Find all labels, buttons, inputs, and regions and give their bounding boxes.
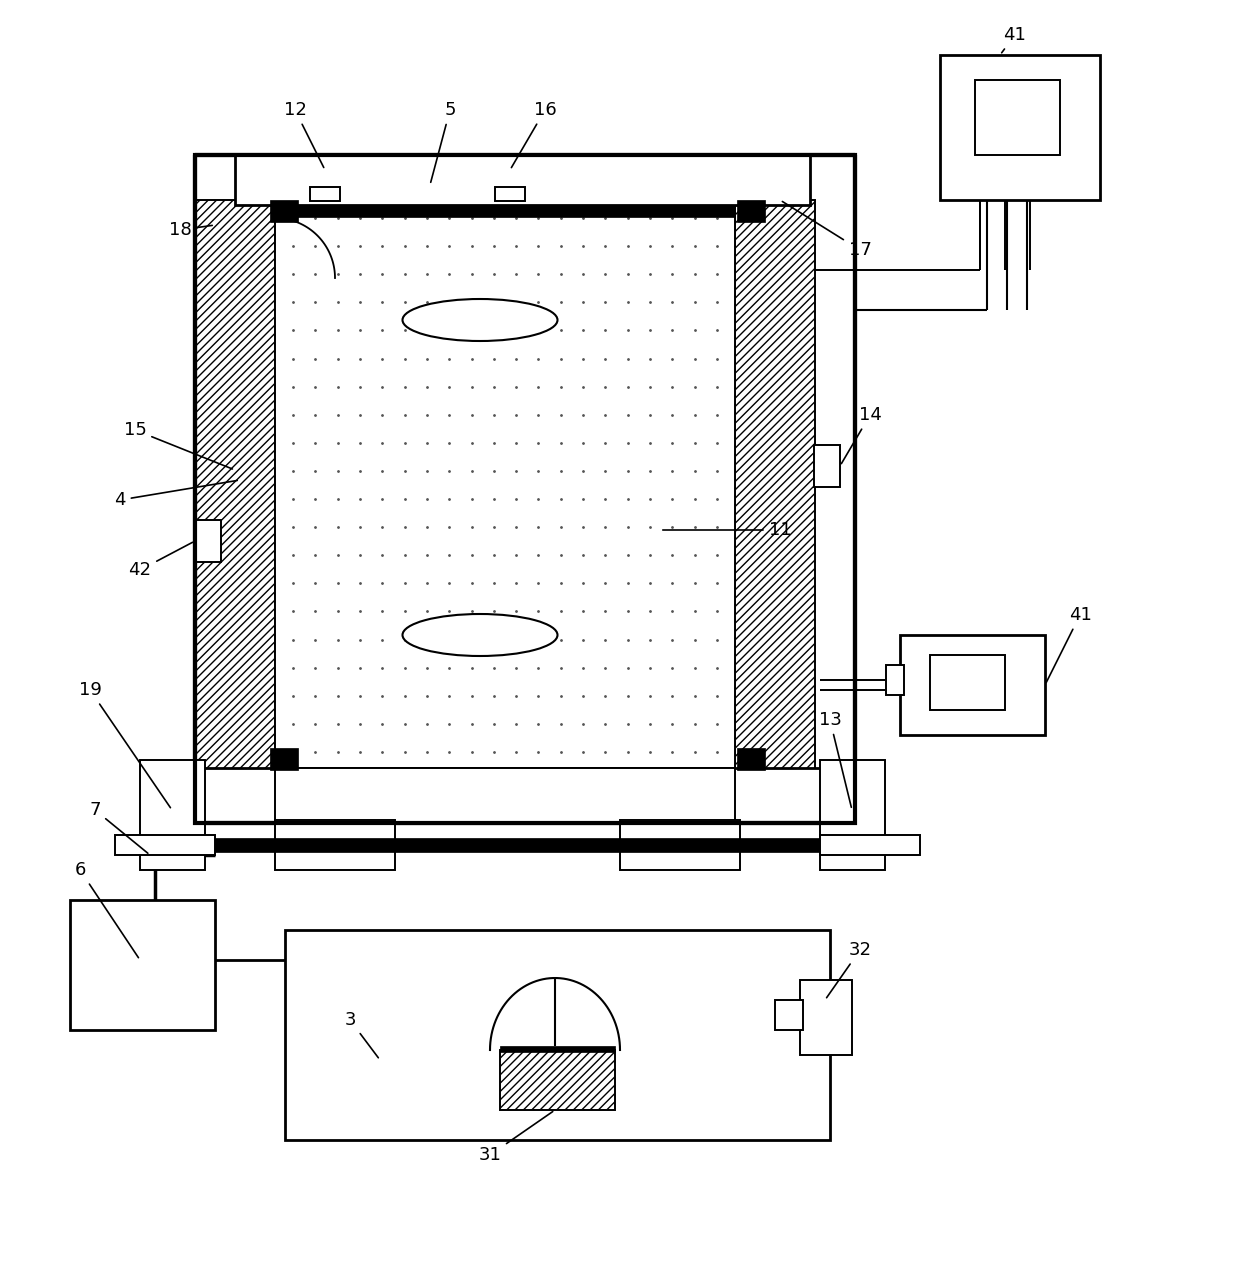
Bar <box>275 768 735 823</box>
Bar <box>140 760 205 870</box>
Bar <box>820 760 885 870</box>
Bar <box>775 1000 804 1031</box>
Text: 18: 18 <box>169 222 212 239</box>
Bar <box>115 836 215 855</box>
Bar <box>887 665 904 695</box>
Text: 41: 41 <box>1002 27 1027 53</box>
Bar <box>270 748 298 770</box>
Text: 12: 12 <box>284 101 324 167</box>
Bar <box>813 446 839 487</box>
Bar <box>737 748 765 770</box>
Bar <box>270 200 298 222</box>
Bar <box>310 187 340 201</box>
Bar <box>735 200 815 770</box>
Bar <box>930 655 1004 710</box>
Bar <box>620 820 740 870</box>
Bar <box>69 900 215 1031</box>
Bar <box>900 636 1045 736</box>
Bar <box>275 200 735 770</box>
Text: 32: 32 <box>827 941 872 998</box>
Text: 31: 31 <box>479 1112 553 1163</box>
Text: 7: 7 <box>89 801 148 853</box>
Text: 6: 6 <box>74 861 139 957</box>
Bar <box>500 1046 615 1052</box>
Bar <box>236 154 810 205</box>
Bar <box>495 187 525 201</box>
Text: 19: 19 <box>78 681 170 808</box>
Bar <box>195 154 856 823</box>
Bar <box>800 980 852 1055</box>
Bar <box>195 200 275 770</box>
Text: 17: 17 <box>782 201 872 260</box>
Text: 16: 16 <box>511 101 557 167</box>
Text: 4: 4 <box>114 481 237 509</box>
Ellipse shape <box>403 614 558 656</box>
Text: 42: 42 <box>129 542 192 579</box>
Bar <box>195 768 856 823</box>
Text: 15: 15 <box>124 422 232 468</box>
Text: 41: 41 <box>1047 606 1091 682</box>
Ellipse shape <box>403 299 558 341</box>
Bar <box>975 80 1060 154</box>
Bar <box>275 205 735 216</box>
Text: 11: 11 <box>662 522 791 539</box>
Bar <box>737 200 765 222</box>
Bar <box>940 54 1100 200</box>
Bar <box>275 820 396 870</box>
Text: 13: 13 <box>818 711 852 808</box>
Bar <box>500 1050 615 1110</box>
Text: 3: 3 <box>345 1012 378 1058</box>
Text: 14: 14 <box>842 406 882 463</box>
Bar <box>195 520 221 562</box>
Bar <box>155 838 915 852</box>
Text: 5: 5 <box>430 101 456 182</box>
Bar <box>820 836 920 855</box>
Bar <box>285 931 830 1139</box>
